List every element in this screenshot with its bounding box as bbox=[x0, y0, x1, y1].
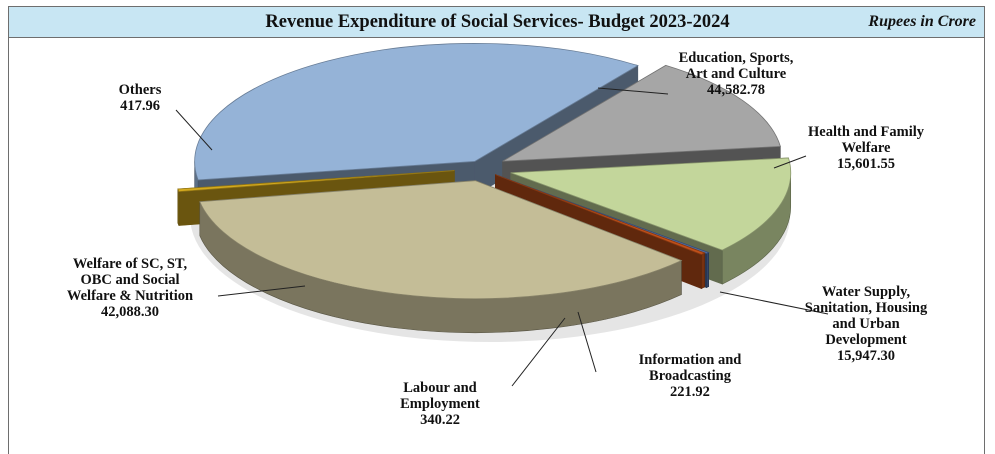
slice-label-line: Water Supply, bbox=[821, 284, 911, 300]
slice-label-line: Welfare bbox=[841, 140, 891, 156]
slice-value: 221.92 bbox=[670, 384, 710, 400]
slice-6 bbox=[177, 170, 455, 193]
slice-label-5: Welfare of SC, ST, OBC and Social Welfare … bbox=[67, 256, 193, 320]
slice-label-4: Labour and Employment 340.22 bbox=[400, 380, 480, 428]
slice-label-0: Education, Sports, Art and Culture 44,582.… bbox=[679, 50, 794, 98]
chart-title: Revenue Expenditure of Social Services- … bbox=[265, 12, 730, 32]
slice-value: 340.22 bbox=[420, 412, 460, 428]
slice-label-line: Information and bbox=[638, 352, 742, 368]
slice-5 bbox=[199, 180, 683, 300]
slice-label-line: Others bbox=[118, 82, 162, 98]
leader-line-0 bbox=[597, 87, 669, 95]
slice-label-2: Water Supply, Sanitation, Housing and Urba… bbox=[805, 284, 928, 364]
leader-line-3 bbox=[577, 311, 597, 373]
slice-label-line: Education, Sports, bbox=[678, 50, 794, 66]
slice-label-line: and Urban bbox=[832, 316, 900, 332]
slice-label-line: Broadcasting bbox=[649, 368, 731, 384]
slice-1 bbox=[502, 64, 781, 162]
slice-value: 15,601.55 bbox=[836, 156, 895, 172]
slice-value: 44,582.78 bbox=[706, 82, 765, 98]
slice-label-3: Information and Broadcasting 221.92 bbox=[639, 352, 742, 400]
slice-4 bbox=[495, 174, 706, 255]
slice-label-line: Development bbox=[825, 332, 907, 348]
leader-line-6 bbox=[175, 109, 213, 151]
slice-value: 42,088.30 bbox=[101, 304, 159, 320]
slice-label-line: OBC and Social bbox=[80, 272, 180, 288]
chart-header: Revenue Expenditure of Social Services- … bbox=[8, 6, 985, 38]
slice-label-line: Art and Culture bbox=[685, 66, 787, 82]
slice-value: 15,947.30 bbox=[837, 348, 895, 364]
slice-label-line: Sanitation, Housing bbox=[804, 300, 928, 316]
slice-label-6: Others 417.96 bbox=[119, 82, 162, 114]
slice-label-line: Health and Family bbox=[807, 124, 925, 140]
slice-value: 417.96 bbox=[120, 98, 160, 114]
slice-label-line: Employment bbox=[400, 396, 480, 412]
leader-line-4 bbox=[511, 317, 566, 387]
slice-label-1: Health and Family Welfare 15,601.55 bbox=[808, 124, 924, 172]
units-label: Rupees in Crore bbox=[868, 13, 976, 30]
leader-line-5 bbox=[217, 285, 306, 297]
leader-line-1 bbox=[773, 155, 807, 169]
leader-line-2 bbox=[719, 291, 829, 315]
slice-label-line: Welfare & Nutrition bbox=[66, 288, 194, 304]
slice-label-line: Labour and bbox=[403, 380, 477, 396]
slice-2 bbox=[510, 157, 792, 251]
slice-0 bbox=[194, 43, 639, 181]
slice-label-line: Welfare of SC, ST, bbox=[72, 256, 188, 272]
